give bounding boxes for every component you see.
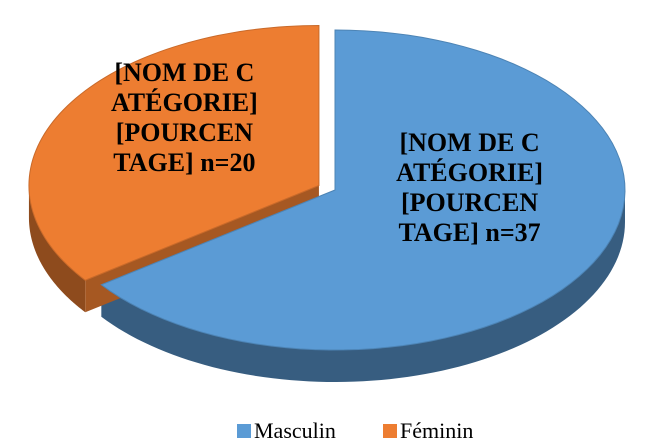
legend-label: Féminin: [400, 418, 474, 443]
legend-item: Féminin: [383, 418, 473, 444]
legend-swatch: [383, 424, 397, 438]
slice-side: [101, 190, 625, 382]
legend-item: Masculin: [237, 418, 336, 444]
slice: [100, 29, 626, 351]
data-label: [NOM DE CATÉGORIE] [POURCENTAGE] n=20: [110, 57, 258, 177]
legend-label: Masculin: [254, 418, 336, 443]
slice: [28, 25, 320, 281]
slice-side: [28, 185, 86, 313]
legend-swatch: [237, 424, 251, 438]
data-label: [NOM DE CATÉGORIE] [POURCENTAGE] n=37: [396, 127, 543, 247]
